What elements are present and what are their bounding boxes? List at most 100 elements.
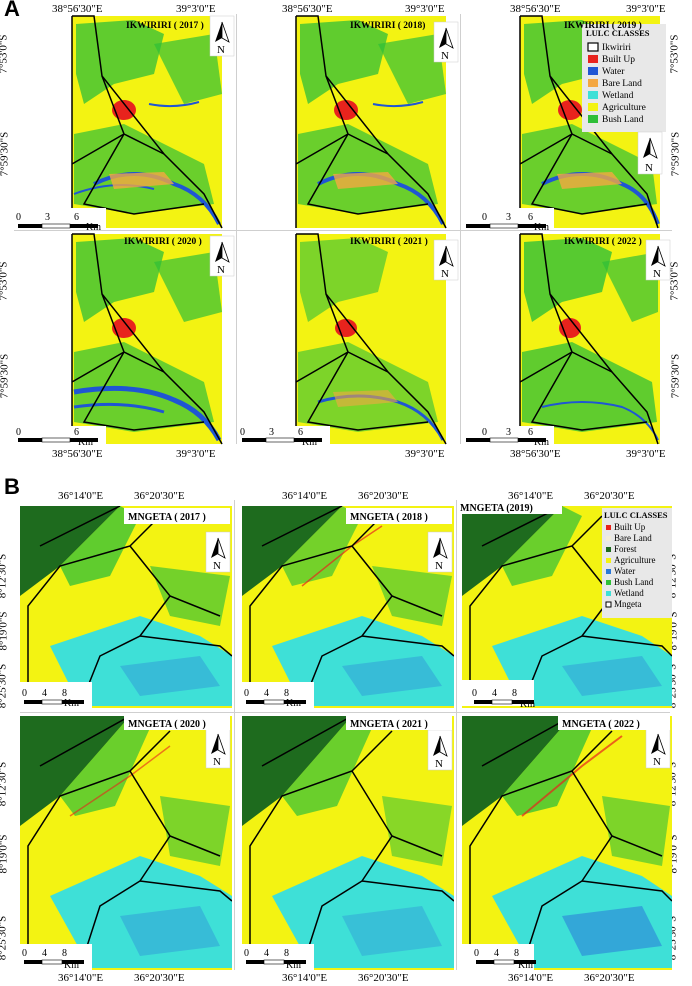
panel-title: MNGETA (2019) bbox=[460, 503, 533, 514]
lon-label: 39°3'0"E bbox=[176, 448, 216, 460]
lat-label: 7°59'30"S bbox=[0, 131, 11, 177]
scale-unit: Km bbox=[302, 437, 317, 446]
scale-tick: 8 bbox=[514, 948, 519, 959]
scale-tick: 6 bbox=[74, 427, 79, 438]
scale-tick: 3 bbox=[269, 427, 274, 438]
scale-tick: 8 bbox=[284, 688, 289, 699]
scale-tick: 0 bbox=[244, 688, 249, 699]
scale-unit: Km bbox=[520, 699, 535, 708]
lat-label: 8°25'30"S bbox=[0, 915, 9, 961]
panel-title: IKWIRIRI ( 2021 ) bbox=[350, 236, 428, 247]
legend-title: LULC CLASSES bbox=[586, 28, 650, 38]
map-panel-mngeta-2021: 0 4 8 Km N MNGETA ( 2021 ) bbox=[242, 716, 454, 970]
legend-item-label: Bush Land bbox=[614, 577, 654, 587]
map-panel-ikwiriri-2021: 0 3 6 Km N IKWIRIRI ( 2021 ) bbox=[238, 233, 459, 446]
scale-tick: 0 bbox=[22, 948, 27, 959]
legend-item-label: Ikwiriri bbox=[602, 43, 631, 53]
legend-item-label: Built Up bbox=[602, 55, 635, 65]
scale-tick: 6 bbox=[74, 212, 79, 223]
map-panel-mngeta-2017: 0 4 8 Km N MNGETA ( 2017 ) bbox=[20, 506, 232, 708]
panel-divider bbox=[20, 712, 670, 713]
lon-label: 38°56'30"E bbox=[510, 3, 561, 15]
map-panel-mngeta-2019: LULC CLASSES Built Up Bare Land Forest A… bbox=[458, 500, 672, 708]
north-arrow-label: N bbox=[653, 268, 661, 280]
legend-title: LULC CLASSES bbox=[604, 510, 668, 520]
lon-label: 39°3'0"E bbox=[405, 3, 445, 15]
north-arrow-label: N bbox=[435, 758, 443, 770]
legend-item-label: Wetland bbox=[602, 91, 634, 101]
panel-title: MNGETA ( 2022 ) bbox=[562, 719, 640, 730]
panel-title: IKWIRIRI ( 2020 ) bbox=[124, 236, 202, 247]
scale-tick: 8 bbox=[512, 688, 517, 699]
map-panel-ikwiriri-2019: LULC CLASSES Ikwiriri Built Up Water Bar… bbox=[462, 15, 666, 230]
lon-label: 36°20'30"E bbox=[358, 972, 409, 984]
panel-title: MNGETA ( 2020 ) bbox=[128, 719, 206, 730]
scale-tick: 4 bbox=[264, 688, 269, 699]
section-a-label: A bbox=[4, 0, 20, 21]
scale-unit: Km bbox=[534, 222, 549, 230]
lat-label: 8°12'30"S bbox=[0, 553, 9, 599]
legend-item-label: Water bbox=[602, 67, 625, 77]
scale-tick: 0 bbox=[244, 948, 249, 959]
map-panel-ikwiriri-2022: 0 3 6 Km N IKWIRIRI ( 2022 ) bbox=[462, 233, 671, 446]
scale-tick: 0 bbox=[240, 427, 245, 438]
legend-item-label: Bush Land bbox=[602, 115, 644, 125]
lon-label: 36°20'30"E bbox=[134, 972, 185, 984]
lat-label: 8°19'0"S bbox=[0, 611, 10, 651]
panel-divider bbox=[460, 14, 461, 444]
lat-label: 7°53'0"S bbox=[0, 34, 10, 74]
panel-title: IKWIRIRI ( 2017 ) bbox=[126, 20, 204, 31]
scale-tick: 3 bbox=[45, 212, 50, 223]
lat-label: 8°19'0"S bbox=[0, 834, 10, 874]
panel-divider bbox=[236, 14, 237, 444]
map-panel-mngeta-2020: 0 4 8 Km N MNGETA ( 2020 ) bbox=[20, 716, 232, 970]
panel-title: MNGETA ( 2018 ) bbox=[350, 512, 428, 523]
lon-label: 36°20'30"E bbox=[584, 490, 635, 502]
legend-item-label: Forest bbox=[614, 544, 637, 554]
legend-item-label: Bare Land bbox=[614, 533, 652, 543]
lon-label: 39°3'0"E bbox=[176, 3, 216, 15]
scale-tick: 8 bbox=[62, 688, 67, 699]
scale-tick: 6 bbox=[298, 427, 303, 438]
map-panel-mngeta-2018: 0 4 8 Km N MNGETA ( 2018 ) bbox=[242, 506, 454, 708]
scale-unit: Km bbox=[518, 960, 533, 970]
panel-title: IKWIRIRI ( 2019 ) bbox=[564, 20, 642, 31]
north-arrow-label: N bbox=[441, 50, 449, 62]
panel-title: IKWIRIRI ( 2018) bbox=[350, 20, 425, 31]
scale-unit: Km bbox=[64, 960, 79, 970]
lon-label: 36°20'30"E bbox=[584, 972, 635, 984]
section-b-label: B bbox=[4, 474, 20, 499]
lat-label: 8°12'30"S bbox=[0, 761, 9, 807]
lon-label: 38°56'30"E bbox=[52, 3, 103, 15]
lon-label: 36°14'0"E bbox=[508, 490, 554, 502]
map-panel-ikwiriri-2020: 0 6 Km N IKWIRIRI ( 2020 ) bbox=[14, 233, 235, 446]
north-arrow-label: N bbox=[435, 560, 443, 572]
scale-tick: 0 bbox=[472, 688, 477, 699]
scale-unit: Km bbox=[286, 698, 301, 708]
scale-tick: 8 bbox=[62, 948, 67, 959]
scale-unit: Km bbox=[286, 960, 301, 970]
lon-label: 36°20'30"E bbox=[358, 490, 409, 502]
lat-label: 8°25'30"S bbox=[0, 663, 9, 709]
scale-unit: Km bbox=[64, 698, 79, 708]
scale-tick: 0 bbox=[482, 212, 487, 223]
scale-tick: 0 bbox=[482, 427, 487, 438]
scale-tick: 4 bbox=[494, 948, 499, 959]
north-arrow-label: N bbox=[213, 560, 221, 572]
legend-item-label: Mngeta bbox=[614, 599, 642, 609]
panel-title: MNGETA ( 2017 ) bbox=[128, 512, 206, 523]
panel-title: MNGETA ( 2021 ) bbox=[350, 719, 428, 730]
legend-item-label: Agriculture bbox=[602, 103, 646, 113]
scale-tick: 0 bbox=[16, 427, 21, 438]
lon-label: 36°14'0"E bbox=[508, 972, 554, 984]
lon-label: 39°3'0"E bbox=[626, 448, 666, 460]
lon-label: 36°14'0"E bbox=[282, 490, 328, 502]
legend-item-label: Water bbox=[614, 566, 635, 576]
panel-divider bbox=[456, 500, 457, 970]
lon-label: 38°56'30"E bbox=[510, 448, 561, 460]
scale-unit: Km bbox=[86, 222, 101, 230]
lon-label: 36°14'0"E bbox=[58, 490, 104, 502]
scale-tick: 4 bbox=[492, 688, 497, 699]
map-panel-ikwiriri-2018: N IKWIRIRI ( 2018) bbox=[295, 15, 459, 229]
lon-label: 36°14'0"E bbox=[282, 972, 328, 984]
